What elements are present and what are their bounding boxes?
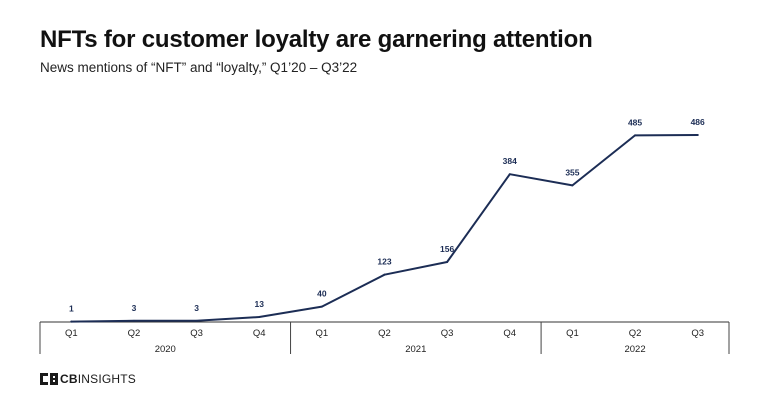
- series-line: [70, 134, 699, 323]
- data-label: 355: [565, 167, 579, 177]
- logo-text-insights: INSIGHTS: [77, 372, 137, 386]
- x-tick-label: Q2: [128, 328, 141, 339]
- series-line-layer: [70, 134, 699, 323]
- data-label: 485: [628, 117, 642, 127]
- data-label: 13: [254, 299, 264, 309]
- chart-subtitle: News mentions of “NFT” and “loyalty,” Q1…: [40, 60, 358, 75]
- x-tick-label: Q2: [629, 328, 642, 339]
- data-point: [70, 320, 73, 323]
- x-tick-label: Q3: [190, 328, 203, 339]
- data-label: 3: [194, 303, 199, 313]
- data-label: 384: [503, 156, 517, 166]
- logo-text-cb: CB: [60, 372, 78, 386]
- data-label: 123: [377, 257, 391, 267]
- data-point: [132, 319, 135, 322]
- data-label: 156: [440, 244, 454, 254]
- data-point: [320, 305, 323, 308]
- chart-title: NFTs for customer loyalty are garnering …: [40, 26, 593, 53]
- cb-insights-logo-icon: [40, 373, 58, 385]
- data-label: 486: [691, 117, 705, 127]
- x-tick-label: Q4: [503, 328, 516, 339]
- x-tick-label: Q2: [378, 328, 391, 339]
- data-label: 3: [132, 303, 137, 313]
- x-tick-label: Q1: [316, 328, 329, 339]
- x-tick-label: Q1: [566, 328, 579, 339]
- data-point: [696, 134, 699, 136]
- x-tick-label: Q3: [691, 328, 704, 339]
- data-point: [195, 319, 198, 322]
- data-label: 1: [69, 304, 74, 314]
- data-point: [383, 273, 386, 276]
- data-label: 40: [317, 289, 327, 299]
- cb-insights-logo: CB INSIGHTS: [40, 371, 136, 387]
- x-tick-label: Q4: [253, 328, 266, 339]
- data-point: [571, 184, 574, 187]
- data-point: [634, 134, 637, 137]
- x-group-label: 2021: [405, 344, 426, 355]
- x-group-label: 2022: [624, 344, 645, 355]
- data-point: [508, 173, 511, 176]
- data-point: [258, 315, 261, 318]
- data-point: [446, 260, 449, 263]
- x-tick-label: Q3: [441, 328, 454, 339]
- x-group-label: 2020: [155, 344, 176, 355]
- x-tick-label: Q1: [65, 328, 78, 339]
- x-axis: 2020 2021 2022 Q1 Q2 Q3 Q4 Q1 Q2 Q3 Q4 Q1 Q2 Q3: [39, 321, 730, 355]
